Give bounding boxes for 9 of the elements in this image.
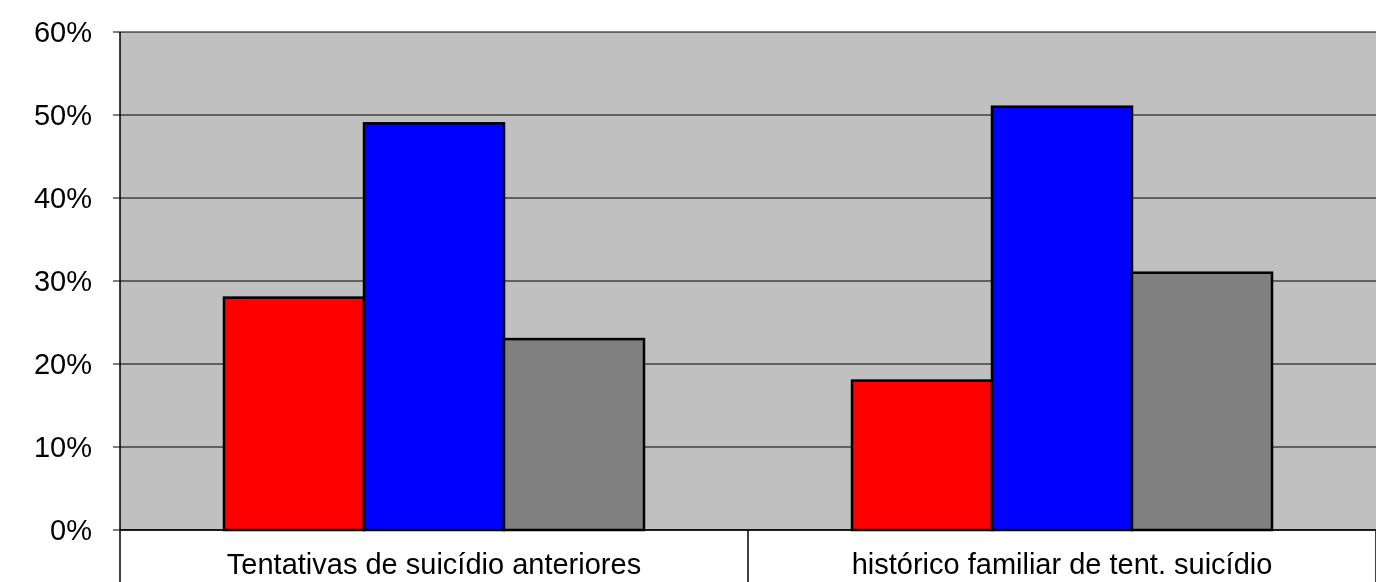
y-tick-label: 50% (33, 99, 92, 132)
y-tick-label: 40% (33, 182, 92, 215)
x-tick-label: histórico familiar de tent. suicídio (851, 548, 1273, 580)
y-tick-label: 10% (33, 431, 92, 464)
y-tick-label: 30% (33, 265, 92, 298)
x-tick-label: Tentativas de suicídio anteriores (226, 548, 642, 580)
y-tick-label: 20% (33, 348, 92, 381)
y-tick-label: 0% (50, 514, 92, 547)
y-tick-label: 60% (33, 16, 92, 49)
